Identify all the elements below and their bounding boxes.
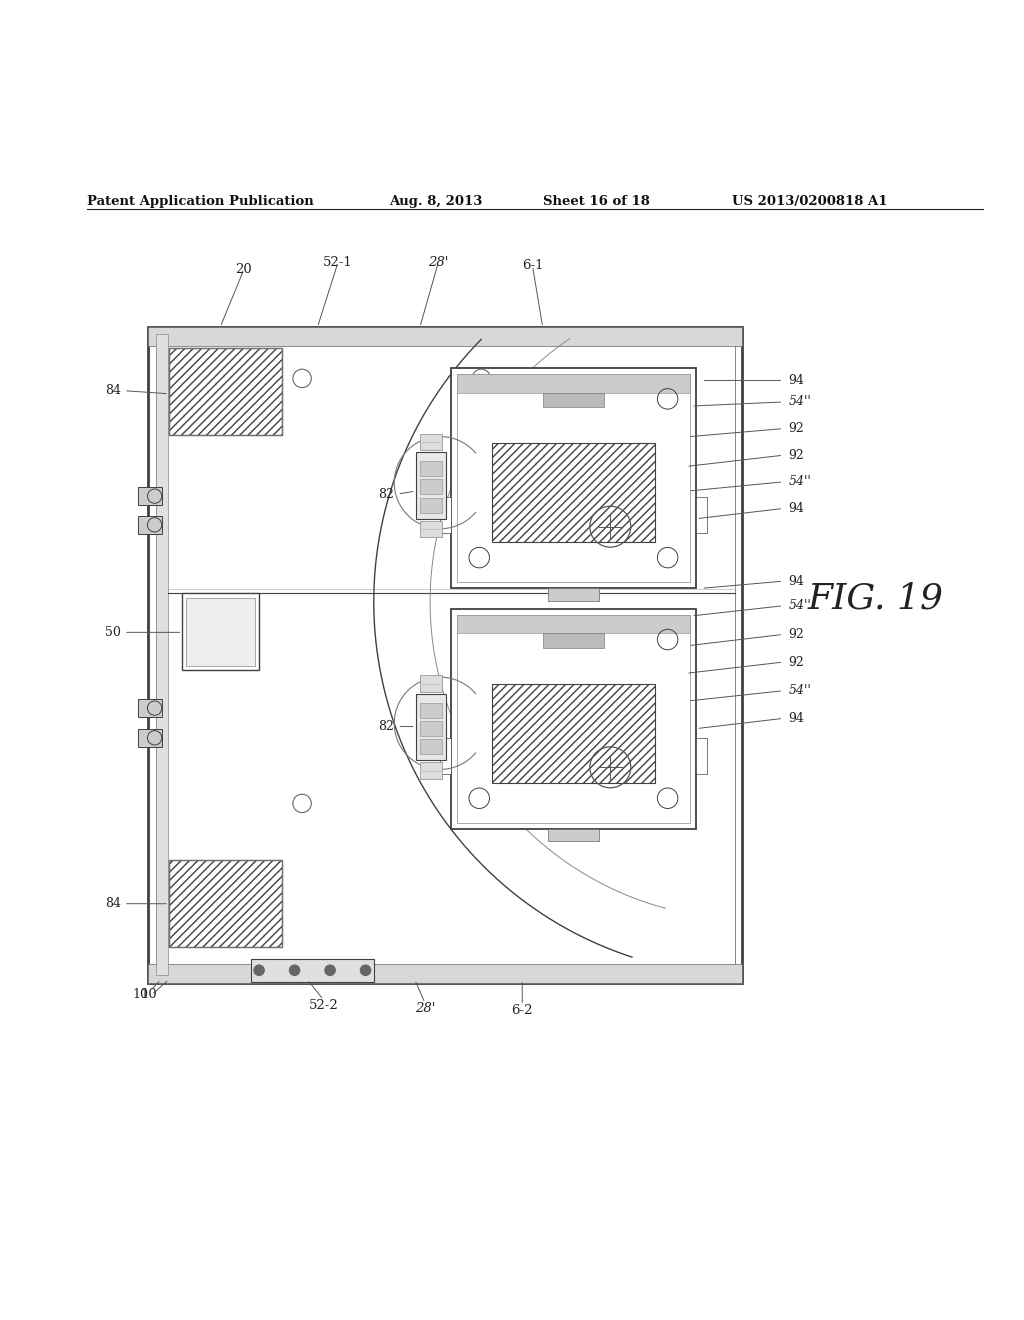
Bar	[138, 698, 162, 717]
Text: 84: 84	[104, 898, 121, 911]
Bar	[138, 516, 162, 535]
Circle shape	[254, 965, 264, 975]
Circle shape	[290, 965, 300, 975]
Bar	[492, 684, 655, 783]
Text: 10: 10	[140, 989, 157, 1002]
Bar	[416, 694, 446, 760]
Bar	[548, 589, 599, 601]
Text: US 2013/0200818 A1: US 2013/0200818 A1	[732, 195, 888, 209]
Bar	[186, 598, 255, 667]
Bar	[440, 498, 451, 533]
Bar	[492, 444, 655, 543]
Bar	[138, 487, 162, 506]
Text: 94: 94	[788, 711, 805, 725]
Bar	[420, 739, 442, 754]
Bar	[148, 327, 742, 346]
Bar	[169, 347, 282, 434]
Bar	[420, 462, 442, 477]
Bar	[440, 738, 451, 774]
Text: 20: 20	[236, 264, 252, 276]
Text: 54'': 54''	[788, 475, 811, 488]
Text: Sheet 16 of 18: Sheet 16 of 18	[543, 195, 649, 209]
Text: Patent Application Publication: Patent Application Publication	[87, 195, 313, 209]
Bar	[543, 634, 604, 648]
Bar	[148, 327, 742, 982]
Text: 54'': 54''	[788, 396, 811, 408]
Text: 28': 28'	[428, 256, 449, 269]
Text: 94: 94	[788, 374, 805, 387]
Bar	[148, 964, 742, 982]
Bar	[169, 347, 282, 434]
Bar	[696, 498, 707, 533]
Text: 92: 92	[788, 628, 804, 642]
FancyBboxPatch shape	[451, 368, 696, 589]
Text: 92: 92	[788, 422, 804, 436]
Text: 92: 92	[788, 449, 804, 462]
Bar	[169, 859, 282, 946]
Text: Aug. 8, 2013: Aug. 8, 2013	[389, 195, 482, 209]
Text: 54'': 54''	[788, 599, 811, 612]
Bar	[182, 594, 259, 671]
Text: 6-2: 6-2	[512, 1003, 532, 1016]
Bar	[543, 393, 604, 407]
Bar	[420, 434, 442, 450]
FancyBboxPatch shape	[451, 609, 696, 829]
Text: 82: 82	[378, 721, 394, 733]
Circle shape	[360, 965, 371, 975]
Bar	[420, 704, 442, 718]
Text: 6-1: 6-1	[522, 259, 543, 272]
Text: 82: 82	[378, 487, 394, 500]
Bar	[457, 375, 690, 582]
Bar	[420, 520, 442, 537]
Bar	[156, 334, 168, 975]
Bar	[420, 479, 442, 495]
Bar	[696, 738, 707, 774]
Bar	[420, 763, 442, 779]
Bar	[457, 615, 690, 822]
Text: 54'': 54''	[788, 684, 811, 697]
Bar	[548, 829, 599, 841]
Bar	[457, 615, 690, 634]
Bar	[416, 453, 446, 519]
Bar	[420, 721, 442, 737]
Text: 94: 94	[788, 574, 805, 587]
Bar	[169, 859, 282, 946]
Text: 84: 84	[104, 384, 121, 397]
Text: FIG. 19: FIG. 19	[808, 582, 943, 615]
Text: 52-2: 52-2	[308, 999, 339, 1011]
Bar	[420, 676, 442, 692]
Bar	[420, 498, 442, 512]
Bar	[457, 375, 690, 393]
Bar	[138, 729, 162, 747]
Text: 52-1: 52-1	[323, 256, 353, 269]
Text: 94: 94	[788, 502, 805, 515]
Bar	[156, 334, 735, 975]
Text: 28': 28'	[415, 1002, 435, 1015]
Circle shape	[325, 965, 335, 975]
Text: 92: 92	[788, 656, 804, 668]
Text: 50: 50	[104, 626, 121, 639]
Text: 10: 10	[132, 989, 148, 1002]
Bar	[251, 960, 374, 982]
